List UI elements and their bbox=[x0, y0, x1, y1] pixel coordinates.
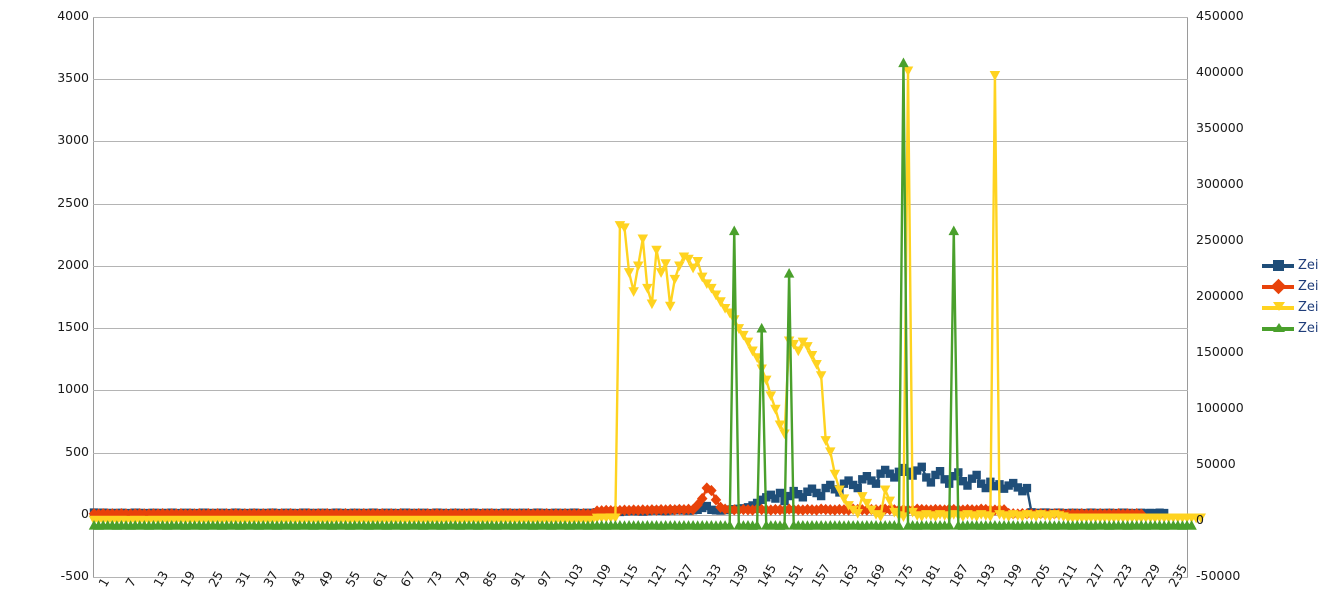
legend-item[interactable]: Zei bbox=[1262, 320, 1321, 341]
y-tick-label: 4000 bbox=[57, 8, 89, 23]
y-tick-label: 350000 bbox=[1196, 120, 1244, 135]
legend-marker-diamond-icon bbox=[1270, 278, 1287, 295]
y-tick-label: 0 bbox=[1196, 512, 1204, 527]
x-tick-label: 1 bbox=[95, 575, 113, 590]
legend-label: Zei bbox=[1298, 279, 1319, 294]
series-line bbox=[93, 61, 1192, 527]
series-markers bbox=[88, 57, 1197, 530]
series-2 bbox=[88, 66, 1206, 526]
y-tick-label: 0 bbox=[81, 505, 89, 521]
y-tick-label: 450000 bbox=[1196, 8, 1244, 23]
y-tick-label: 200000 bbox=[1196, 288, 1244, 303]
y-axis-left-line bbox=[93, 17, 94, 577]
gridline bbox=[93, 577, 1188, 578]
plot-area bbox=[88, 17, 1206, 578]
y-tick-label: 500 bbox=[65, 443, 89, 459]
gridline bbox=[93, 203, 1188, 205]
gridline bbox=[93, 17, 1188, 18]
y-tick-label: 3500 bbox=[57, 70, 89, 86]
series-markers bbox=[88, 66, 1206, 526]
legend-marker-triangle-up-icon bbox=[1273, 323, 1285, 332]
y-tick-label: 2000 bbox=[57, 256, 89, 272]
y-tick-label: 50000 bbox=[1196, 456, 1236, 471]
legend-marker-triangle-down-icon bbox=[1273, 302, 1285, 311]
legend-item[interactable]: Zei bbox=[1262, 278, 1321, 299]
gridline bbox=[93, 141, 1188, 143]
y-tick-label: 1000 bbox=[57, 381, 89, 397]
gridline bbox=[93, 328, 1188, 330]
y-tick-label: 100000 bbox=[1196, 400, 1244, 415]
chart-legend: Zei Zei Zei Zei bbox=[1262, 257, 1321, 341]
y-tick-label: 3000 bbox=[57, 132, 89, 148]
series-line bbox=[93, 69, 1201, 522]
legend-item[interactable]: Zei bbox=[1262, 299, 1321, 320]
y-axis-right-line bbox=[1187, 17, 1188, 577]
y-tick-label: 150000 bbox=[1196, 344, 1244, 359]
y-tick-label: 250000 bbox=[1196, 232, 1244, 247]
series-canvas bbox=[88, 57, 1206, 530]
y-tick-label: -50000 bbox=[1196, 568, 1241, 583]
series-3 bbox=[88, 57, 1197, 530]
legend-item[interactable]: Zei bbox=[1262, 257, 1321, 278]
gridline bbox=[93, 390, 1188, 392]
legend-label: Zei bbox=[1298, 321, 1319, 336]
y-tick-label: 400000 bbox=[1196, 64, 1244, 79]
y-tick-label: 300000 bbox=[1196, 176, 1244, 191]
y-tick-label: -500 bbox=[60, 568, 89, 583]
y-tick-label: 1500 bbox=[57, 319, 89, 335]
legend-label: Zei bbox=[1298, 258, 1319, 273]
gridline bbox=[93, 452, 1188, 454]
y-tick-label: 2500 bbox=[57, 194, 89, 210]
gridline bbox=[93, 79, 1188, 81]
legend-marker-square-icon bbox=[1273, 260, 1284, 271]
x-tick-label: 7 bbox=[122, 575, 140, 590]
legend-label: Zei bbox=[1298, 300, 1319, 315]
